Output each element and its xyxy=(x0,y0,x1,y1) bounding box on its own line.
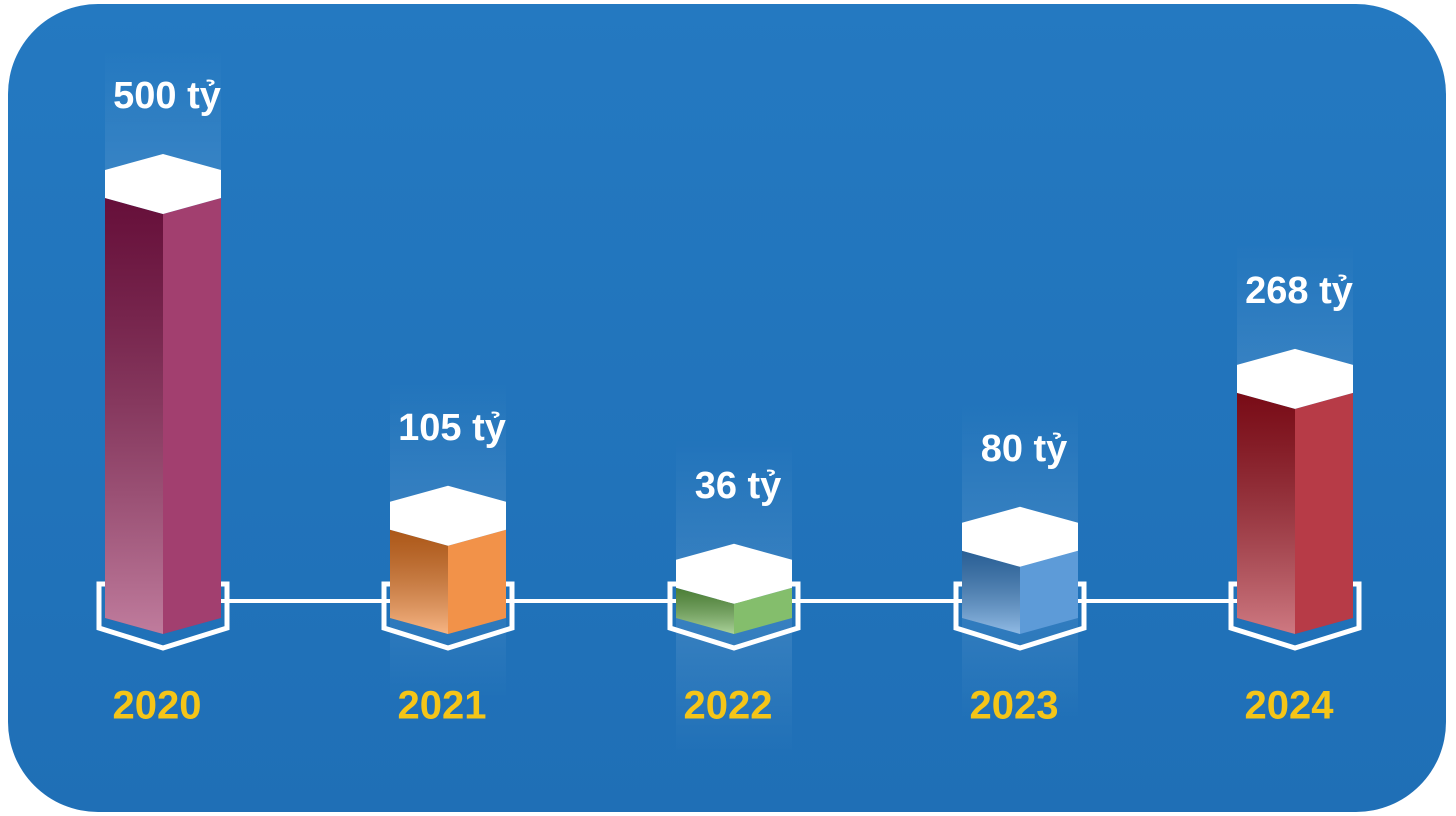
bar-top xyxy=(962,506,1078,567)
bar-right-shade xyxy=(1295,392,1353,634)
bar-top xyxy=(676,543,792,604)
bar-right-face xyxy=(1295,392,1353,634)
bar-left-shade xyxy=(105,198,163,634)
bar-top xyxy=(105,154,221,214)
bar-right-shade xyxy=(734,587,792,634)
year-label: 2020 xyxy=(113,684,202,728)
year-label: 2021 xyxy=(398,684,487,728)
bar xyxy=(962,506,1078,634)
bar xyxy=(390,485,506,634)
bar-left-shade xyxy=(962,550,1020,634)
value-label: 36 tỷ xyxy=(695,465,782,507)
bar xyxy=(1237,348,1353,634)
bar-right-shade xyxy=(448,529,506,634)
bar-left-shade xyxy=(676,587,734,634)
bar xyxy=(105,154,221,634)
bar-right-face xyxy=(163,198,221,634)
year-label: 2022 xyxy=(684,684,773,728)
bar-left-shade xyxy=(1237,392,1295,634)
value-label: 500 tỷ xyxy=(113,75,221,117)
year-label: 2024 xyxy=(1245,684,1335,728)
value-label: 105 tỷ xyxy=(398,407,506,449)
bar-right-face xyxy=(1020,550,1078,634)
bar-left-shade xyxy=(390,529,448,634)
bar-right-shade xyxy=(1020,550,1078,634)
value-label: 268 tỷ xyxy=(1245,270,1353,312)
year-label: 2023 xyxy=(970,684,1059,728)
bar-top xyxy=(1237,348,1353,409)
bar-right-face xyxy=(734,587,792,634)
bar-right-face xyxy=(448,529,506,634)
value-label: 80 tỷ xyxy=(981,428,1068,470)
bar-right-shade xyxy=(163,198,221,634)
bar-top xyxy=(390,485,506,546)
bar xyxy=(676,543,792,634)
